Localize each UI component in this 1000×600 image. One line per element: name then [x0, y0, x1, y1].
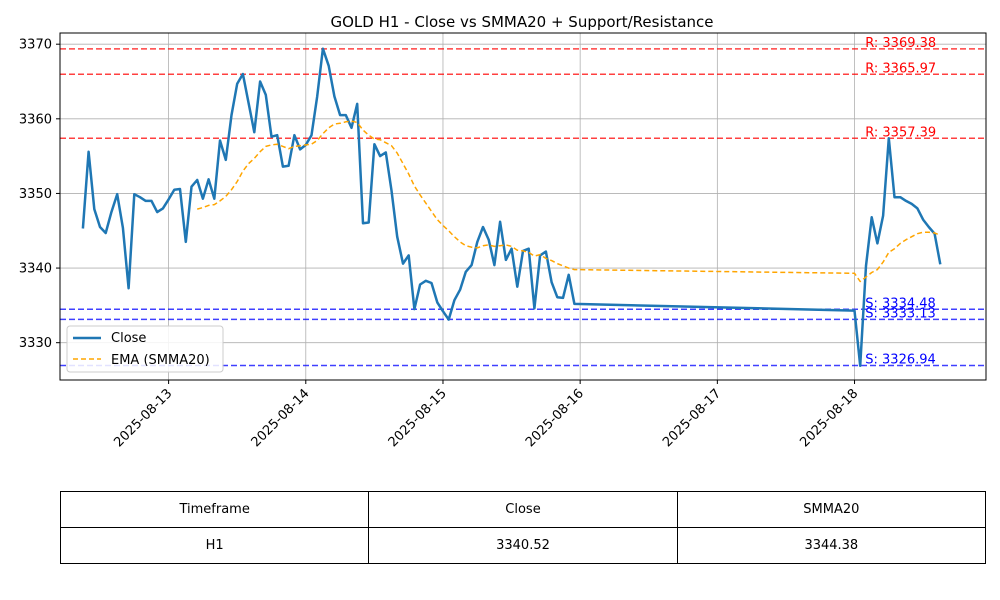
y-tick-label: 3370 — [19, 38, 52, 53]
support-label: S: 3326.94 — [865, 353, 936, 368]
x-tick-label: 2025-08-13 — [111, 386, 175, 450]
close-line — [81, 47, 942, 368]
table-header-cell: Close — [368, 491, 678, 528]
chart-title: GOLD H1 - Close vs SMMA20 + Support/Resi… — [330, 13, 713, 31]
x-tick-label: 2025-08-18 — [797, 386, 861, 450]
support-label: S: 3334.48 — [865, 296, 936, 311]
y-axis: 3330 3340 3350 3360 3370 — [19, 38, 60, 351]
level-labels: R: 3369.38 R: 3365.97 R: 3357.39 S: 3334.48… — [865, 36, 936, 368]
resistance-label: R: 3357.39 — [865, 125, 936, 140]
y-tick-label: 3330 — [19, 336, 52, 351]
table-header-row: Timeframe Close SMMA20 — [59, 491, 987, 528]
legend-smma-label: EMA (SMMA20) — [111, 353, 210, 368]
summary-table: Timeframe Close SMMA20 H1 3340.52 3344.3… — [59, 491, 987, 564]
y-tick-label: 3340 — [19, 262, 52, 277]
table-cell: H1 — [59, 527, 370, 564]
x-tick-label: 2025-08-14 — [249, 386, 313, 450]
support-label: S: 3333.13 — [865, 306, 936, 321]
legend: Close EMA (SMMA20) — [66, 325, 224, 373]
legend-box — [66, 325, 224, 373]
series — [81, 47, 942, 368]
resistance-label: R: 3365.97 — [865, 61, 936, 76]
x-tick-label: 2025-08-16 — [523, 386, 587, 450]
y-tick-label: 3350 — [19, 187, 52, 202]
y-tick-label: 3360 — [19, 112, 52, 127]
table-cell: 3344.38 — [676, 527, 987, 564]
smma20-line — [197, 120, 941, 283]
levels — [60, 48, 986, 367]
legend-close-label: Close — [111, 331, 146, 346]
table-header-cell: Timeframe — [59, 491, 370, 528]
x-tick-label: 2025-08-15 — [386, 386, 450, 450]
x-tick-label: 2025-08-17 — [660, 386, 724, 450]
plot-frame — [59, 32, 987, 381]
x-axis: 2025-08-13 2025-08-14 2025-08-15 2025-08-16… — [111, 380, 861, 450]
resistance-label: R: 3369.38 — [865, 36, 936, 51]
table-cell: 3340.52 — [368, 527, 678, 564]
table-header-cell: SMMA20 — [676, 491, 987, 528]
table-row: H1 3340.52 3344.38 — [59, 527, 987, 564]
